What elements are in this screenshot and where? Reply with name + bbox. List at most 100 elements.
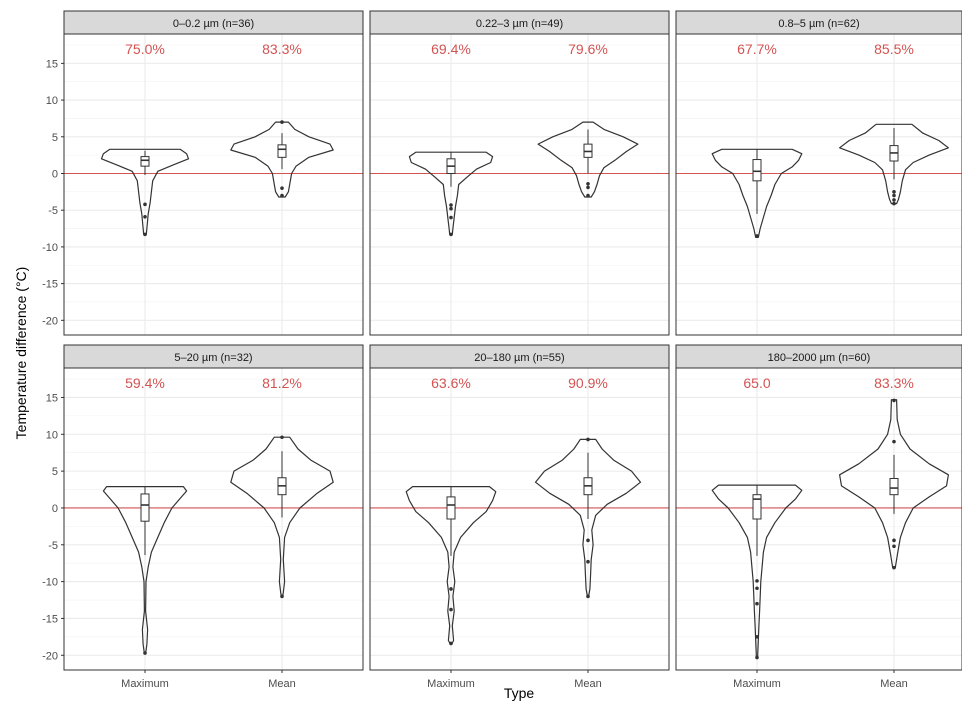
outlier-point bbox=[280, 120, 284, 124]
y-tick-label: 10 bbox=[46, 429, 58, 441]
outlier-point bbox=[892, 190, 896, 194]
panel-background bbox=[64, 34, 363, 335]
box-body bbox=[752, 159, 762, 182]
outlier-point bbox=[755, 579, 759, 583]
facet-strip bbox=[63, 344, 364, 369]
outlier-point bbox=[586, 437, 590, 442]
outlier-point bbox=[892, 439, 896, 444]
y-tick-label: 5 bbox=[52, 466, 58, 478]
y-tick-label: -15 bbox=[42, 613, 58, 625]
percentage-annotation: 79.6% bbox=[568, 41, 608, 57]
box-body bbox=[752, 494, 762, 520]
percentage-annotation: 83.3% bbox=[874, 375, 914, 391]
facet-panel: 67.7% 85.5% 0.8–5 µm (n=62) bbox=[675, 10, 962, 336]
outlier-point bbox=[586, 185, 590, 190]
y-tick-label: -10 bbox=[42, 242, 58, 254]
outlier-point bbox=[892, 565, 896, 570]
outlier-point bbox=[892, 538, 896, 543]
facet-label: 5–20 µm (n=32) bbox=[174, 352, 252, 364]
outlier-point bbox=[586, 594, 590, 599]
outlier-point bbox=[280, 186, 284, 190]
y-tick-label: 5 bbox=[52, 132, 58, 144]
y-tick-label: -5 bbox=[48, 540, 58, 552]
panel-background bbox=[64, 368, 363, 670]
outlier-point bbox=[449, 206, 453, 211]
percentage-annotation: 63.6% bbox=[431, 375, 471, 391]
y-tick-label: -10 bbox=[42, 577, 58, 589]
outlier-point bbox=[449, 607, 453, 612]
x-tick-label: Mean bbox=[880, 678, 908, 690]
outlier-point bbox=[280, 193, 284, 198]
y-tick-label: 10 bbox=[46, 95, 58, 107]
facet-label: 20–180 µm (n=55) bbox=[474, 352, 564, 364]
outlier-point bbox=[449, 641, 453, 646]
outlier-point bbox=[449, 215, 453, 220]
violin-shape bbox=[537, 121, 639, 198]
outlier-point bbox=[892, 193, 896, 198]
outlier-point bbox=[449, 203, 453, 207]
percentage-annotation: 83.3% bbox=[262, 41, 302, 57]
y-axis-title: Temperature difference (°C) bbox=[13, 267, 29, 440]
outlier-point bbox=[143, 202, 147, 207]
facet-strip bbox=[369, 344, 670, 369]
facet-strip bbox=[675, 10, 962, 35]
box-body bbox=[446, 496, 456, 520]
x-tick-label: Maximum bbox=[121, 678, 169, 690]
panel-background bbox=[676, 368, 962, 670]
facet-strip bbox=[675, 344, 962, 369]
outlier-point bbox=[586, 538, 590, 543]
percentage-annotation: 65.0 bbox=[743, 375, 770, 391]
x-tick-label: Maximum bbox=[733, 678, 781, 690]
y-tick-label: -20 bbox=[42, 650, 58, 662]
box-body bbox=[140, 493, 150, 522]
outlier-point bbox=[586, 181, 590, 186]
percentage-annotation: 69.4% bbox=[431, 41, 471, 57]
outlier-point bbox=[449, 232, 453, 237]
outlier-point bbox=[280, 594, 284, 599]
box-body bbox=[140, 156, 150, 167]
y-tick-label: 15 bbox=[46, 392, 58, 404]
panel-background bbox=[370, 368, 669, 670]
violin-shape bbox=[230, 121, 334, 198]
x-tick-label: Maximum bbox=[427, 678, 475, 690]
outlier-point bbox=[755, 601, 759, 606]
violin-shape bbox=[711, 148, 803, 238]
percentage-annotation: 67.7% bbox=[737, 41, 777, 57]
outlier-point bbox=[892, 544, 896, 549]
outlier-point bbox=[892, 398, 896, 403]
violin-shape bbox=[839, 123, 949, 205]
facet-strip bbox=[63, 10, 364, 35]
outlier-point bbox=[586, 193, 590, 198]
percentage-annotation: 81.2% bbox=[262, 375, 302, 391]
y-tick-label: 0 bbox=[52, 503, 58, 515]
percentage-annotation: 90.9% bbox=[568, 375, 608, 391]
percentage-annotation: 59.4% bbox=[125, 375, 165, 391]
outlier-point bbox=[892, 198, 896, 202]
y-tick-label: -5 bbox=[48, 205, 58, 217]
outlier-point bbox=[143, 232, 147, 237]
facet-panel: 75.0% 83.3% 0–0.2 µm (n=36) 15 10 5 0 -5 -10 -15 -… bbox=[42, 10, 364, 336]
percentage-annotation: 85.5% bbox=[874, 41, 914, 57]
outlier-point bbox=[755, 586, 759, 591]
facet-panel: 65.0 83.3%180–2000 µm (n=60) Maximum Mean bbox=[675, 344, 962, 690]
facet-label: 0.8–5 µm (n=62) bbox=[778, 18, 859, 30]
outlier-point bbox=[586, 559, 590, 564]
x-axis-title: Type bbox=[504, 685, 535, 701]
box-body bbox=[889, 477, 899, 496]
y-tick-label: 0 bbox=[52, 168, 58, 180]
outlier-point bbox=[755, 655, 759, 660]
facet-panel: 59.4% 81.2% 5–20 µm (n=32) 15 10 5 0 -5 -10 -15 -2… bbox=[42, 344, 364, 690]
outlier-point bbox=[755, 635, 759, 639]
y-tick-label: -15 bbox=[42, 279, 58, 291]
outlier-point bbox=[449, 587, 453, 591]
outlier-point bbox=[892, 201, 896, 206]
x-tick-label: Mean bbox=[574, 678, 602, 690]
y-tick-label: -20 bbox=[42, 315, 58, 327]
box-body bbox=[277, 144, 287, 158]
facet-label: 0.22–3 µm (n=49) bbox=[476, 18, 563, 30]
outlier-point bbox=[280, 435, 284, 440]
facet-label: 0–0.2 µm (n=36) bbox=[173, 18, 254, 30]
facet-strip bbox=[369, 10, 670, 35]
percentage-annotation: 75.0% bbox=[125, 41, 165, 57]
